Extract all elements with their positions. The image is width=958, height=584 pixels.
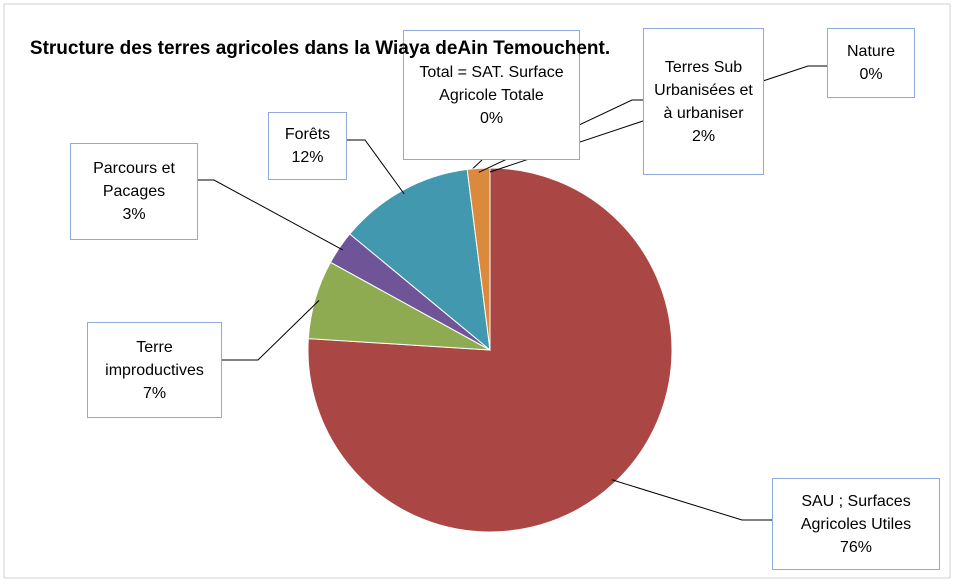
data-label: SAU ; Surfaces Agricoles Utiles 76% — [772, 478, 940, 570]
leader-line — [347, 139, 405, 195]
label-category: Nature — [846, 43, 896, 60]
label-category: Forêts — [284, 126, 331, 143]
leader-line — [489, 65, 827, 173]
data-label: Terres Sub Urbanisées et à urbaniser 2% — [643, 28, 764, 175]
label-category: Terre improductives — [105, 338, 204, 379]
data-label: Nature 0% — [827, 28, 915, 98]
data-label: Parcours et Pacages 3% — [70, 143, 198, 240]
label-value: 7% — [142, 384, 167, 402]
pie-slice — [466, 167, 491, 351]
label-category: Terres Sub Urbanisées et à urbaniser — [654, 58, 753, 122]
label-value: 76% — [839, 538, 873, 556]
label-category: Parcours et Pacages — [93, 160, 175, 200]
leader-line — [198, 179, 344, 251]
label-category: SAU ; Surfaces Agricoles Utiles — [800, 492, 912, 533]
leader-line — [222, 299, 320, 361]
chart-title: Structure des terres agricoles dans la W… — [29, 38, 611, 59]
label-value: 12% — [291, 149, 324, 166]
data-label: Terre improductives 7% — [87, 322, 222, 418]
data-label: Forêts 12% — [268, 112, 347, 180]
leader-line — [611, 479, 772, 521]
pie-slice — [307, 167, 673, 533]
label-value: 0% — [859, 66, 883, 83]
label-value: 2% — [691, 127, 716, 145]
label-value: 0% — [479, 109, 504, 127]
label-category: Total = SAT. Surface Agricole Totale — [419, 63, 564, 104]
label-value: 3% — [122, 206, 146, 223]
data-label: Total = SAT. Surface Agricole Totale 0% — [403, 30, 580, 160]
